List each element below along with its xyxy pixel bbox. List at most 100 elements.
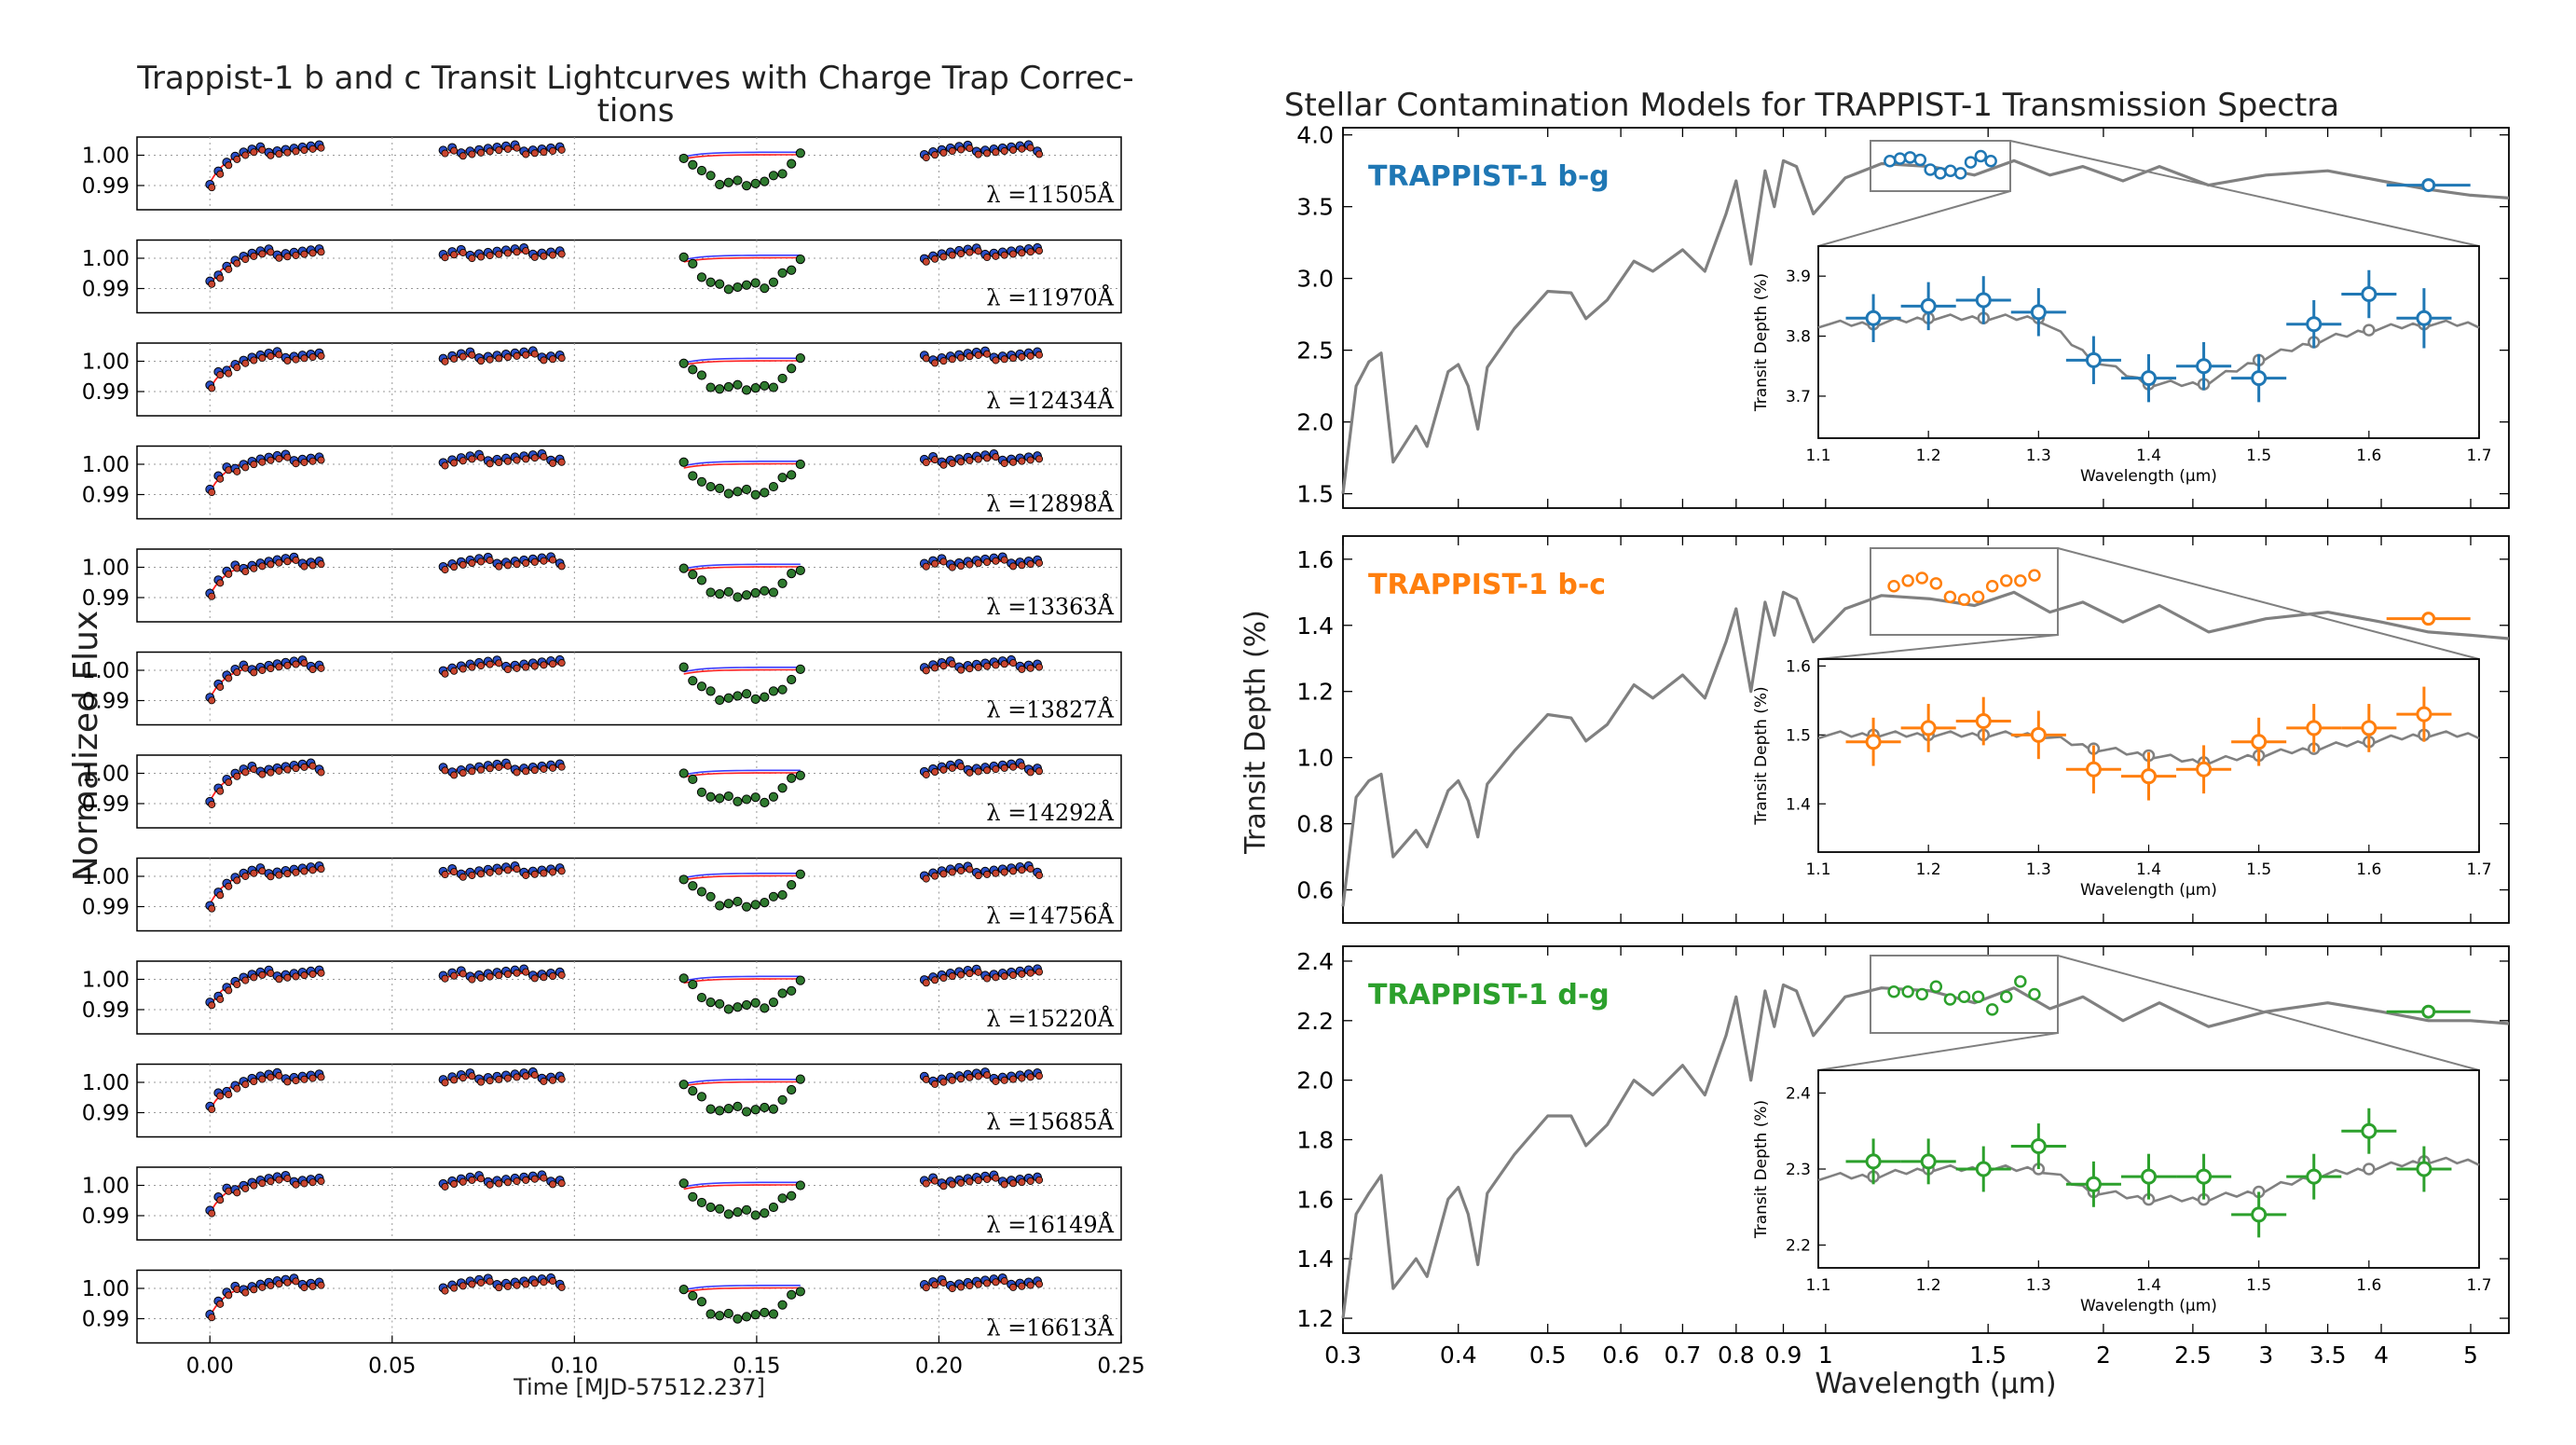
corrected-point (258, 562, 267, 571)
corrected-point (522, 767, 530, 776)
corrected-point (208, 1105, 216, 1113)
inset-x-tick-label: 1.2 (1916, 447, 1941, 465)
corrected-point (495, 146, 503, 155)
model-line-red (683, 1184, 801, 1190)
inset-x-tick-label: 1.6 (2356, 447, 2381, 465)
zoom-data-point (1953, 167, 1967, 180)
transit-point (706, 891, 716, 901)
transit-point (688, 159, 698, 170)
corrected-point (966, 560, 974, 569)
corrected-point (1035, 455, 1044, 463)
inset-panel: 1.1 1.2 1.3 1.4 1.5 1.6 1.7 1.4 1.5 1.6 Wavelength… (1752, 657, 2492, 900)
model-spectrum-line (1341, 590, 2510, 907)
transit-point (723, 177, 733, 187)
corrected-point (300, 250, 308, 258)
corrected-point (459, 457, 467, 465)
corrected-point (1009, 1179, 1018, 1188)
model-line-blue (683, 975, 801, 982)
corrected-point (317, 351, 325, 360)
transit-point (760, 585, 770, 596)
transit-point (715, 483, 725, 493)
corrected-point (450, 354, 459, 363)
corrected-point (225, 882, 233, 890)
corrected-point (308, 866, 317, 874)
inset-xlabel: Wavelength (μm) (2080, 1297, 2217, 1315)
corrected-point (540, 453, 548, 461)
model-line-red (683, 772, 801, 778)
inset-xlabel: Wavelength (μm) (2080, 467, 2217, 486)
inset-x-tick-label: 1.2 (1916, 860, 1941, 879)
model-line-blue (683, 563, 801, 570)
corrected-point (1035, 351, 1044, 359)
corrected-point (258, 666, 267, 674)
y-tick-label: 1.00 (82, 247, 130, 271)
corrected-point (931, 255, 939, 263)
corrected-point (441, 766, 449, 775)
corrected-point (317, 768, 325, 777)
corrected-point (241, 1288, 250, 1297)
corrected-point (549, 660, 557, 668)
corrected-point (441, 871, 449, 879)
transit-point (723, 381, 733, 392)
corrected-point (486, 252, 494, 260)
transit-point (706, 686, 716, 696)
corrected-point (530, 454, 539, 462)
inset-data-point (2085, 761, 2102, 778)
corrected-point (283, 356, 292, 365)
corrected-point (267, 456, 275, 464)
transit-point (741, 484, 752, 495)
corrected-point (317, 664, 325, 672)
inset-ylabel: Transit Depth (%) (1752, 686, 1771, 825)
transit-point (688, 1086, 698, 1096)
corrected-point (486, 1180, 494, 1189)
corrected-point (957, 145, 966, 154)
zoom-connector (1817, 634, 2059, 660)
x-tick-label: 0.3 (1324, 1342, 1362, 1369)
transit-point (688, 1290, 698, 1301)
inset-y-tick-label: 3.9 (1786, 268, 1811, 286)
corrected-point (486, 355, 494, 364)
inset-xlabel: Wavelength (μm) (2080, 881, 2217, 900)
corrected-point (1000, 868, 1008, 876)
transit-point (760, 1003, 770, 1013)
model-line-red (683, 978, 801, 984)
corrected-point (966, 144, 974, 153)
corrected-point (450, 563, 459, 571)
zoom-data-point (1943, 993, 1957, 1006)
corrected-point (241, 1184, 250, 1192)
model-line-red (683, 154, 801, 160)
corrected-point (922, 459, 930, 467)
right-title: Stellar Contamination Models for TRAPPIS… (1284, 87, 2339, 124)
corrected-point (267, 560, 275, 569)
corrected-point (477, 765, 486, 774)
left-xlabel: Time [MJD-57512.237] (513, 1374, 765, 1400)
inset-data-point (2196, 358, 2213, 375)
inset-x-tick-label: 1.3 (2026, 860, 2051, 879)
corrected-point (292, 147, 300, 156)
transit-point (741, 689, 752, 699)
corrected-point (939, 870, 948, 878)
transit-point (787, 364, 797, 374)
corrected-point (495, 1284, 503, 1292)
inset-x-tick-label: 1.6 (2356, 1276, 2381, 1295)
corrected-point (1009, 659, 1018, 667)
zoom-data-point (1913, 153, 1927, 167)
zoom-data-point (1887, 579, 1900, 593)
transit-point (760, 488, 770, 498)
corrected-point (540, 661, 548, 669)
corrected-point (1009, 1283, 1018, 1291)
corrected-point (1035, 871, 1044, 879)
corrected-point (939, 974, 948, 983)
wavelength-label: λ =13363Å (986, 593, 1114, 620)
y-tick-label: 0.99 (82, 586, 130, 611)
corrected-point (1018, 352, 1026, 361)
transit-point (741, 1312, 752, 1322)
transit-point (787, 985, 797, 996)
transit-point (787, 470, 797, 480)
corrected-point (317, 1281, 325, 1289)
corrected-point (208, 489, 216, 497)
transit-point (768, 686, 779, 696)
lightcurve-figure: Trappist-1 b and c Transit Lightcurves w… (67, 60, 1145, 1400)
corrected-point (957, 1283, 966, 1291)
corrected-point (974, 351, 982, 359)
